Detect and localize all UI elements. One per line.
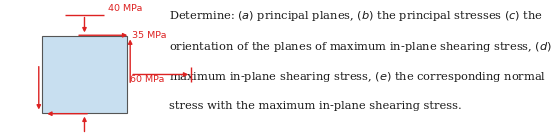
Text: orientation of the planes of maximum in-plane shearing stress, $(d)$ the: orientation of the planes of maximum in-… bbox=[169, 40, 554, 54]
Text: Determine: $(a)$ principal planes, $(b)$ the principal stresses $(c)$ the: Determine: $(a)$ principal planes, $(b)$… bbox=[169, 9, 543, 23]
Text: maximum in-plane shearing stress, $(e)$ the corresponding normal: maximum in-plane shearing stress, $(e)$ … bbox=[169, 70, 546, 84]
Text: 35 MPa: 35 MPa bbox=[132, 31, 166, 40]
Bar bbox=[42, 36, 127, 113]
Text: 60 MPa: 60 MPa bbox=[130, 75, 165, 84]
Text: 40 MPa: 40 MPa bbox=[109, 4, 143, 13]
Text: stress with the maximum in-plane shearing stress.: stress with the maximum in-plane shearin… bbox=[169, 101, 461, 111]
